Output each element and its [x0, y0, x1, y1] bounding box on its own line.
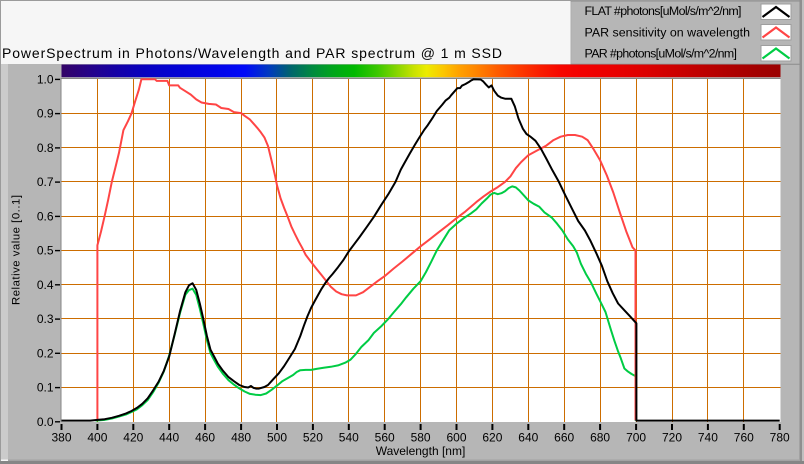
svg-text:740: 740 [698, 431, 718, 445]
svg-text:0.4: 0.4 [37, 278, 54, 292]
svg-text:760: 760 [734, 431, 754, 445]
svg-text:0.0: 0.0 [37, 415, 54, 429]
svg-text:0.7: 0.7 [37, 175, 54, 189]
svg-text:0.1: 0.1 [37, 381, 54, 395]
svg-text:0.2: 0.2 [37, 346, 54, 360]
svg-text:680: 680 [590, 431, 610, 445]
svg-text:780: 780 [770, 431, 790, 445]
svg-text:520: 520 [303, 431, 323, 445]
svg-text:540: 540 [339, 431, 359, 445]
svg-text:400: 400 [87, 431, 107, 445]
svg-text:0.9: 0.9 [37, 107, 54, 121]
svg-text:PAR #photons[uMol/s/m^2/nm]: PAR #photons[uMol/s/m^2/nm] [585, 47, 738, 61]
svg-text:440: 440 [159, 431, 179, 445]
svg-text:580: 580 [411, 431, 431, 445]
svg-text:0.8: 0.8 [37, 141, 54, 155]
svg-text:0.6: 0.6 [37, 210, 54, 224]
svg-text:640: 640 [518, 431, 538, 445]
svg-text:600: 600 [446, 431, 466, 445]
svg-text:380: 380 [51, 431, 71, 445]
svg-text:620: 620 [482, 431, 502, 445]
svg-text:500: 500 [267, 431, 287, 445]
svg-text:0.3: 0.3 [37, 312, 54, 326]
svg-text:560: 560 [375, 431, 395, 445]
svg-text:0.5: 0.5 [37, 244, 54, 258]
svg-text:1.0: 1.0 [37, 73, 54, 87]
svg-text:PAR sensitivity on wavelength: PAR sensitivity on wavelength [585, 25, 751, 39]
svg-text:PowerSpectrum in Photons/Wavel: PowerSpectrum in Photons/Wavelength and … [2, 45, 502, 61]
svg-text:460: 460 [195, 431, 215, 445]
svg-text:FLAT #photons[uMol/s/m^2/nm]: FLAT #photons[uMol/s/m^2/nm] [585, 4, 742, 18]
svg-text:660: 660 [554, 431, 574, 445]
svg-text:720: 720 [662, 431, 682, 445]
svg-text:480: 480 [231, 431, 251, 445]
svg-text:420: 420 [123, 431, 143, 445]
svg-text:Wavelength [nm]: Wavelength [nm] [376, 444, 466, 458]
svg-text:Relative value [0..1]: Relative value [0..1] [11, 195, 23, 305]
svg-text:700: 700 [626, 431, 646, 445]
